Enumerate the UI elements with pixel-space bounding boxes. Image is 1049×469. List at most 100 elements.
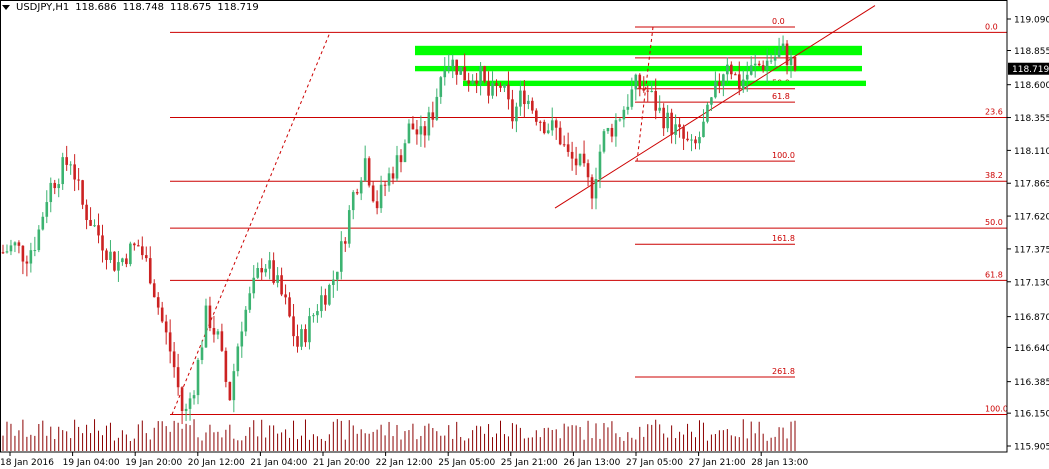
x-tick-label: 25 Jan 21:00: [501, 458, 558, 468]
candle-body: [519, 90, 522, 107]
candle-body: [535, 110, 538, 122]
candle-body: [785, 43, 789, 66]
candle-body: [312, 315, 315, 317]
candle-body: [523, 90, 526, 105]
candle-body: [379, 184, 383, 209]
candle-body: [395, 155, 399, 179]
candle-body: [598, 151, 602, 180]
candle-body: [308, 316, 311, 343]
chevron-down-icon[interactable]: [2, 5, 10, 10]
candle-body: [471, 80, 474, 84]
candle-body: [431, 112, 435, 120]
candle-body: [726, 64, 729, 75]
candle-body: [260, 268, 263, 273]
candle-body: [570, 151, 574, 159]
candle-body: [324, 295, 327, 305]
candle-body: [387, 173, 391, 186]
candle-body: [332, 279, 335, 285]
candle-body: [93, 225, 96, 227]
candle-body: [566, 144, 570, 152]
support-zones: [415, 45, 866, 87]
candle-body: [288, 297, 291, 317]
candle-body: [33, 250, 37, 252]
y-tick-label: 116.385: [1014, 378, 1049, 388]
candle-body: [188, 398, 192, 409]
high-value: 118.748: [122, 2, 165, 13]
y-tick-label: 116.870: [1014, 313, 1049, 323]
volume-bars: [2, 419, 796, 451]
candle-body: [17, 242, 21, 246]
candle-body: [339, 241, 343, 272]
fib-level-label: 100.0: [985, 404, 1008, 413]
candle-body: [491, 83, 494, 96]
candle-body: [678, 124, 681, 128]
candle-body: [451, 59, 455, 67]
y-tick-label: 117.375: [1014, 245, 1049, 255]
candle-body: [793, 56, 797, 71]
y-tick-label: 118.600: [1014, 81, 1049, 91]
candle-body: [351, 192, 355, 211]
candle-body: [121, 258, 124, 263]
candle-body: [554, 120, 558, 128]
candle-body: [383, 184, 387, 186]
candle-body: [757, 63, 761, 66]
fib-small-label: 100.0: [772, 151, 795, 160]
candle-body: [773, 56, 777, 61]
candle-body: [363, 158, 367, 181]
candle-body: [714, 81, 717, 98]
candle-body: [634, 74, 638, 90]
candle-body: [562, 144, 566, 146]
candle-body: [5, 251, 9, 253]
candle-body: [347, 210, 351, 244]
candle-body: [133, 243, 136, 246]
x-tick-label: 20 Jan 12:00: [188, 458, 245, 468]
candle-body: [749, 65, 753, 75]
candle-body: [403, 143, 407, 163]
y-tick-label: 117.130: [1014, 278, 1049, 288]
candle-body: [638, 74, 642, 89]
candle-body: [455, 59, 459, 75]
plot-frame: [0, 0, 1008, 453]
candle-body: [654, 91, 658, 111]
candle-body: [371, 185, 375, 202]
candle-body: [503, 84, 506, 88]
fib-level-label: 50.0: [985, 218, 1003, 227]
candle-body: [109, 251, 112, 260]
candle-body: [164, 321, 168, 333]
candle-body: [252, 277, 256, 294]
candle-body: [296, 336, 299, 347]
fib-small-label: 0.0: [772, 17, 785, 26]
fib-level-label: 38.2: [985, 171, 1003, 180]
candle-body: [463, 66, 466, 81]
candle-body: [761, 65, 765, 71]
candle-body: [538, 121, 542, 123]
candle-body: [511, 99, 514, 122]
candle-body: [25, 261, 29, 264]
candle-body: [137, 245, 140, 247]
candle-body: [630, 89, 634, 107]
candle-body: [300, 329, 303, 347]
candle-body: [280, 275, 283, 295]
chart-header: USDJPY,H1 118.686 118.748 118.675 118.71…: [2, 2, 259, 13]
candle-body: [284, 294, 287, 298]
candle-body: [316, 311, 319, 316]
candle-body: [698, 137, 701, 144]
y-tick-label: 117.620: [1014, 213, 1049, 223]
y-tick-label: 119.090: [1014, 16, 1049, 26]
candle-body: [670, 112, 673, 135]
time-axis: 18 Jan 2016 19 Jan 04:00 19 Jan 20:00 20 Ja…: [0, 452, 808, 468]
candle-body: [407, 123, 411, 144]
fib-small-label: 161.8: [772, 234, 795, 243]
candle-body: [666, 112, 669, 129]
candle-body: [415, 129, 419, 135]
fib-small-label: 261.8: [772, 367, 795, 376]
x-tick-label: 19 Jan 04:00: [63, 458, 120, 468]
fib-level-label: 61.8: [985, 270, 1003, 279]
candle-body: [204, 305, 208, 348]
candle-body: [737, 74, 741, 90]
candle-body: [176, 367, 180, 388]
candle-body: [355, 192, 359, 194]
candle-body: [682, 127, 685, 139]
candle-body: [658, 107, 661, 111]
